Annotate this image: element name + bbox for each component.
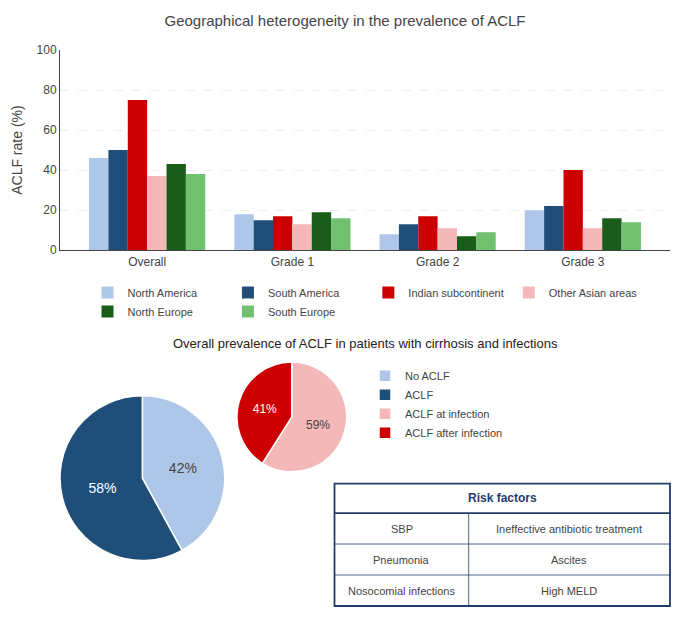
svg-text:Pneumonia: Pneumonia xyxy=(373,554,430,566)
svg-text:Ascites: Ascites xyxy=(551,554,587,566)
svg-text:80: 80 xyxy=(43,83,57,97)
svg-text:Overall prevalence of ACLF in: Overall prevalence of ACLF in patients w… xyxy=(173,336,558,351)
svg-text:41%: 41% xyxy=(253,402,277,416)
svg-text:No ACLF: No ACLF xyxy=(405,370,450,382)
svg-text:Nosocomial infections: Nosocomial infections xyxy=(348,585,455,597)
svg-text:Ineffective antibiotic treatme: Ineffective antibiotic treatment xyxy=(496,523,642,535)
svg-text:100: 100 xyxy=(37,43,57,57)
svg-text:40: 40 xyxy=(43,163,57,177)
svg-text:58%: 58% xyxy=(88,480,116,496)
svg-text:60: 60 xyxy=(43,123,57,137)
svg-text:Grade 2: Grade 2 xyxy=(416,255,460,269)
svg-text:Risk factors: Risk factors xyxy=(468,491,537,505)
svg-text:20: 20 xyxy=(43,203,57,217)
svg-text:Grade 3: Grade 3 xyxy=(561,255,605,269)
svg-text:Geographical heterogeneity in: Geographical heterogeneity in the preval… xyxy=(164,12,525,29)
svg-text:0: 0 xyxy=(50,243,57,257)
svg-text:North Europe: North Europe xyxy=(128,306,193,318)
svg-text:ACLF after infection: ACLF after infection xyxy=(405,427,502,439)
svg-text:Other Asian areas: Other Asian areas xyxy=(549,287,638,299)
svg-text:ACLF rate (%): ACLF rate (%) xyxy=(9,105,25,194)
svg-text:ACLF: ACLF xyxy=(405,389,433,401)
svg-text:SBP: SBP xyxy=(391,523,413,535)
svg-text:Grade 1: Grade 1 xyxy=(271,255,315,269)
svg-text:59%: 59% xyxy=(306,418,330,432)
svg-text:ACLF at infection: ACLF at infection xyxy=(405,408,489,420)
svg-text:South Europe: South Europe xyxy=(268,306,335,318)
svg-text:Overall: Overall xyxy=(128,255,166,269)
svg-text:42%: 42% xyxy=(169,460,197,476)
svg-text:High MELD: High MELD xyxy=(541,585,597,597)
svg-text:South America: South America xyxy=(268,287,340,299)
svg-text:North America: North America xyxy=(128,287,199,299)
svg-text:Indian subcontinent: Indian subcontinent xyxy=(408,287,503,299)
